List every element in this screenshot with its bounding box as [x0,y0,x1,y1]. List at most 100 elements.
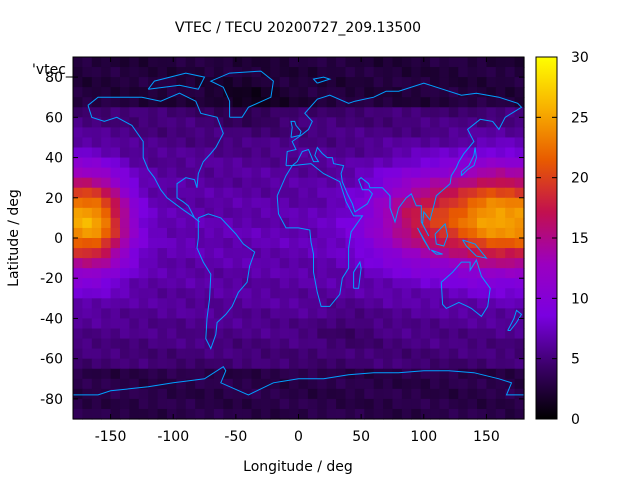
heatmap-cell [166,388,177,400]
heatmap-cell [185,308,196,320]
heatmap-cell [251,77,262,88]
coastline [276,163,364,307]
heatmap-cell [430,57,441,68]
heatmap-cell [213,378,224,390]
heatmap-cell [383,318,394,330]
heatmap-cell [232,207,243,219]
heatmap-cell [505,408,516,420]
coastline [460,147,477,177]
heatmap-cell [73,398,83,410]
heatmap-cell [486,167,497,179]
heatmap-cell [467,87,478,98]
heatmap-cell [458,67,469,78]
heatmap-cell [477,67,488,78]
heatmap-cell [213,137,224,149]
heatmap-cell [251,368,262,380]
heatmap-cell [383,408,394,420]
coastline [290,120,302,138]
heatmap-cell [251,157,262,169]
heatmap-cell [242,177,253,189]
heatmap-cell [364,358,375,370]
heatmap-cell [364,368,375,380]
heatmap-cell [345,248,356,259]
heatmap-cell [176,127,187,139]
heatmap-cell [514,358,525,370]
heatmap-cell [411,238,422,249]
heatmap-cell [232,248,243,259]
heatmap-cell [448,207,459,219]
heatmap-cell [317,107,328,118]
heatmap-cell [401,268,412,279]
heatmap-cell [420,57,431,68]
heatmap-cell [514,87,525,98]
heatmap-cell [148,318,159,330]
heatmap-cell [223,408,234,420]
heatmap-cell [91,157,102,169]
heatmap-cell [223,388,234,400]
heatmap-cell [101,388,112,400]
heatmap-cell [364,57,375,68]
heatmap-cell [383,197,394,209]
heatmap-cell [270,217,281,229]
heatmap-cell [101,177,112,189]
heatmap-cell [448,117,459,128]
heatmap-cell [213,227,224,239]
heatmap-cell [298,97,309,108]
heatmap-cell [477,268,488,279]
heatmap-cell [251,278,262,289]
heatmap-cell [317,177,328,189]
heatmap-cell [514,268,525,279]
heatmap-cell [401,358,412,370]
heatmap-cell [392,388,403,400]
heatmap-cell [467,338,478,350]
heatmap-cell [336,368,347,380]
heatmap-cell [345,328,356,340]
heatmap-cell [477,328,488,340]
heatmap-cell [101,67,112,78]
heatmap-cell [110,127,121,139]
heatmap-cell [326,318,337,330]
heatmap-cell [373,67,384,78]
heatmap-cell [477,278,488,289]
heatmap-cell [392,308,403,320]
heatmap-cell [195,77,206,88]
heatmap-cell [73,77,83,88]
heatmap-cell [223,368,234,380]
heatmap-cell [430,197,441,209]
heatmap-cell [119,398,130,410]
heatmap-cell [279,398,290,410]
heatmap-cell [448,258,459,269]
heatmap-cell [129,167,140,179]
heatmap-cell [514,298,525,309]
heatmap-cell [289,238,300,249]
heatmap-cell [270,338,281,350]
heatmap-cell [289,227,300,239]
heatmap-cell [345,207,356,219]
heatmap-cell [486,177,497,189]
heatmap-cell [91,177,102,189]
heatmap-cell [345,167,356,179]
heatmap-cell [448,197,459,209]
heatmap-cell [279,248,290,259]
heatmap-cell [383,308,394,320]
heatmap-cell [91,348,102,360]
heatmap-cell [91,278,102,289]
y-tick-label: 40 [45,151,63,167]
heatmap-cell [514,197,525,209]
heatmap-cell [82,97,93,108]
heatmap-cell [411,157,422,169]
heatmap-cell [82,238,93,249]
heatmap-cell [514,147,525,159]
heatmap-cell [326,157,337,169]
y-tick-label: 0 [54,231,63,247]
heatmap-cell [401,378,412,390]
heatmap-cell [166,227,177,239]
heatmap-cell [411,318,422,330]
heatmap-cell [458,288,469,299]
heatmap-cell [467,147,478,159]
heatmap-cell [260,288,271,299]
heatmap-cell [364,157,375,169]
heatmap-cell [477,77,488,88]
heatmap-cell [373,147,384,159]
heatmap-cell [279,388,290,400]
